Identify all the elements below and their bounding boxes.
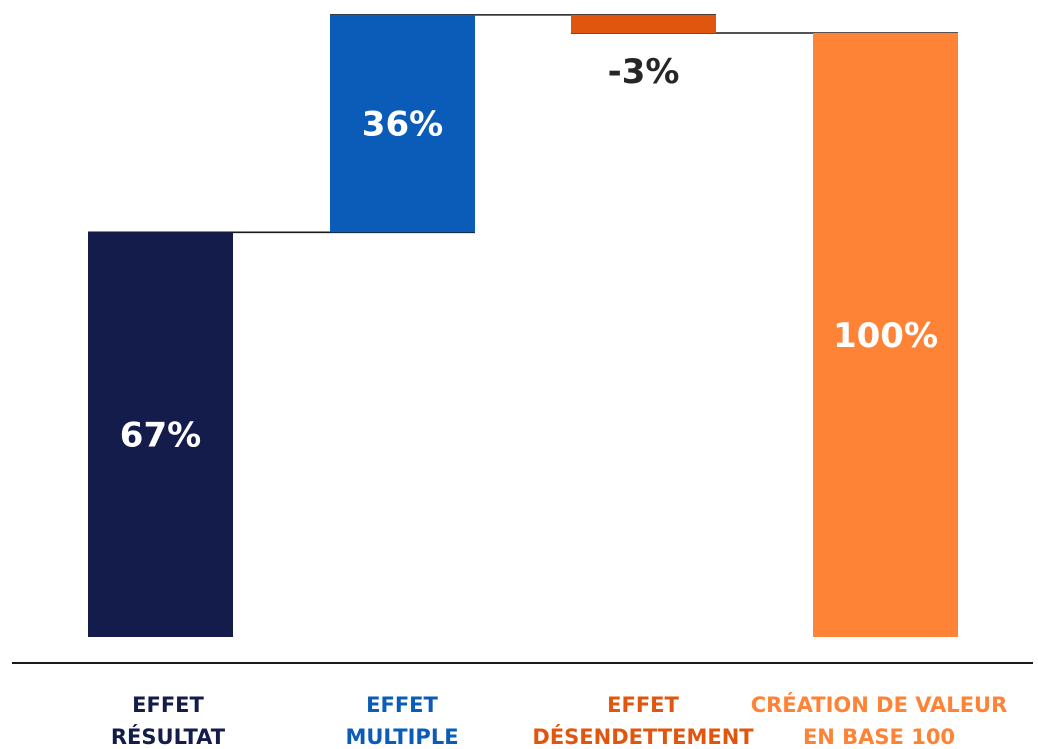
value-label-3: -3% — [608, 52, 680, 92]
category-label-4-line-1: CRÉATION DE VALEUR — [751, 692, 1008, 717]
category-label-2-line-1: EFFET — [366, 693, 438, 717]
value-label-1: 67% — [120, 416, 201, 456]
category-label-1-line-1: EFFET — [132, 693, 204, 717]
bars — [88, 14, 958, 637]
category-label-3-line-1: EFFET — [607, 693, 679, 717]
category-label-4-line-2: EN BASE 100 — [803, 725, 955, 749]
value-label-4: 100% — [833, 316, 938, 356]
value-labels: 67% 36% -3% 100% — [120, 52, 938, 456]
category-label-1-line-2: RÉSULTAT — [111, 724, 226, 749]
bar-2 — [330, 14, 475, 233]
value-label-2: 36% — [362, 105, 443, 145]
category-label-2-line-2: MULTIPLE — [345, 725, 458, 749]
bar-3 — [571, 14, 716, 33]
bar-1 — [88, 232, 233, 637]
category-label-3-line-2: DÉSENDETTEMENT — [532, 724, 754, 749]
category-labels: EFFET RÉSULTAT EFFET MULTIPLE EFFET DÉSENDETT… — [111, 692, 1007, 749]
bar-4 — [813, 33, 958, 637]
